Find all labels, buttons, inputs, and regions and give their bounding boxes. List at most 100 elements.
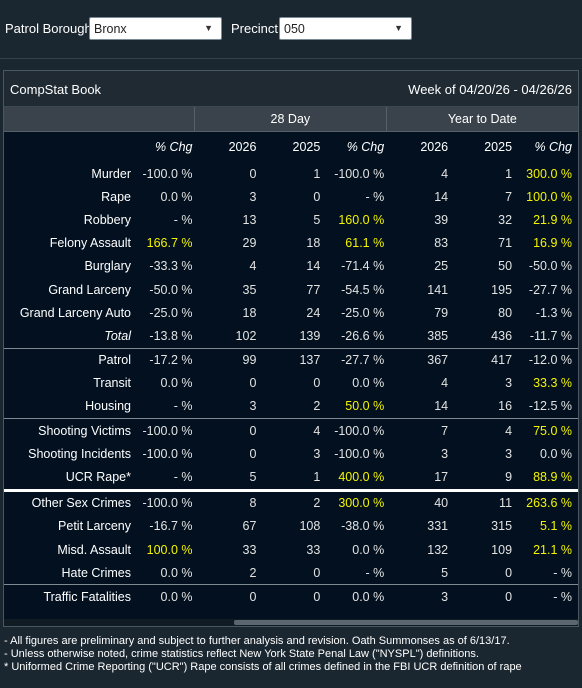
table-row: Petit Larceny -16.7 % 67 108 -38.0 % 331 315 5.… — [4, 515, 578, 538]
table-cell: 0.0 % — [133, 584, 195, 609]
table-cell: 50 — [498, 259, 513, 274]
table-cell: 0 — [249, 376, 257, 391]
column-header: 2025 — [292, 140, 321, 154]
table-cell: 0.0 % — [160, 376, 193, 391]
table-cell: 88.9 % — [533, 470, 572, 485]
table-cell: -11.7 % — [529, 328, 572, 343]
precinct-label: Precinct: — [231, 21, 282, 36]
table-cell: 11 — [450, 488, 515, 515]
table-cell: 1 — [313, 166, 321, 181]
table-cell: 17 — [434, 470, 449, 485]
table-cell: 83 — [434, 236, 449, 251]
table-cell: 141 — [427, 282, 449, 297]
table-cell: 0 — [249, 446, 257, 461]
table-cell: 4 — [441, 376, 449, 391]
table-cell: -71.4 % — [341, 259, 385, 274]
table-cell: 137 — [258, 347, 323, 372]
table-cell: 29 — [242, 236, 257, 251]
precinct-select-value: 050 — [284, 22, 305, 36]
horizontal-scrollbar[interactable] — [4, 619, 578, 626]
table-cell: 0 — [505, 565, 513, 580]
table-cell: 5 — [441, 565, 449, 580]
table-row: Housing - % 3 2 50.0 % 14 16 -12.5 % — [4, 395, 578, 419]
table-cell: -100.0 % — [133, 418, 195, 443]
table-cell: 16 — [498, 399, 513, 414]
table-cell: 9 — [505, 470, 513, 485]
compstat-panel: CompStat Book Week of 04/20/26 - 04/26/2… — [3, 70, 579, 627]
table-cell: 18 — [306, 236, 321, 251]
table-cell: 80 — [498, 305, 513, 320]
row-label: Other Sex Crimes — [4, 488, 133, 515]
column-header: 2026 — [228, 140, 257, 154]
crime-table: 28 Day Year to Date % Chg 2026 2025% Chg 20… — [4, 107, 578, 609]
table-cell: 5 — [313, 212, 321, 227]
precinct-select[interactable]: 050 ▼ — [279, 17, 412, 40]
week-range: Week of 04/20/26 - 04/26/26 — [408, 82, 572, 97]
table-cell: -50.0 % — [528, 259, 572, 274]
table-cell: -12.5 % — [528, 399, 572, 414]
table-cell: 367 — [386, 347, 451, 372]
table-cell: 61.1 % — [345, 236, 385, 251]
row-label: Felony Assault — [49, 236, 131, 251]
table-cell: 1 — [505, 166, 513, 181]
table-cell: 13 — [242, 212, 257, 227]
table-cell: 39 — [434, 212, 449, 227]
table-cell: -50.0 % — [149, 282, 193, 297]
table-cell: - % — [173, 399, 193, 414]
table-cell: 7 — [386, 418, 451, 443]
row-label: Grand Larceny — [48, 282, 131, 297]
table-cell: 8 — [194, 488, 259, 515]
table-cell: 3 — [313, 446, 321, 461]
chevron-down-icon: ▼ — [204, 23, 213, 33]
panel-title: CompStat Book — [10, 82, 102, 97]
chevron-down-icon: ▼ — [394, 23, 403, 33]
table-cell: 14 — [434, 399, 449, 414]
table-cell: 50.0 % — [345, 399, 385, 414]
row-label: Burglary — [84, 259, 131, 274]
footnote: - Unless otherwise noted, crime statisti… — [4, 648, 479, 660]
borough-select[interactable]: Bronx ▼ — [89, 17, 222, 40]
table-cell: - % — [514, 584, 578, 609]
table-cell: 300.0 % — [322, 488, 387, 515]
table-cell: 2 — [258, 488, 323, 515]
table-cell: 2 — [313, 399, 321, 414]
row-label: Traffic Fatalities — [4, 584, 133, 609]
table-cell: 3 — [386, 584, 451, 609]
table-cell: - % — [553, 565, 572, 580]
table-cell: -13.8 % — [149, 328, 193, 343]
table-cell: 4 — [441, 166, 449, 181]
footnote: - All figures are preliminary and subjec… — [4, 635, 510, 647]
table-cell: -54.5 % — [341, 282, 385, 297]
table-cell: 40 — [386, 488, 451, 515]
table-cell: 2 — [249, 565, 257, 580]
table-cell: -100.0 % — [334, 446, 385, 461]
row-label: Murder — [91, 166, 131, 181]
row-label: Housing — [85, 399, 131, 414]
table-cell: -38.0 % — [341, 519, 385, 534]
table-cell: 5 — [249, 470, 257, 485]
scrollbar-thumb[interactable] — [234, 620, 578, 625]
row-label: Total — [104, 328, 131, 343]
row-label: Petit Larceny — [58, 519, 131, 534]
table-row: Other Sex Crimes -100.0 % 8 2 300.0 % 40 11 263… — [4, 488, 578, 515]
table-cell: 160.0 % — [338, 212, 385, 227]
table-cell: 300.0 % — [526, 166, 572, 181]
column-header-row: % Chg 2026 2025 % Chg 2026 2025 % Chg — [4, 132, 578, 163]
table-cell: 108 — [299, 519, 321, 534]
table-cell: 16.9 % — [533, 236, 572, 251]
table-cell: 331 — [427, 519, 449, 534]
table-cell: 0.0 % — [160, 565, 193, 580]
table-cell: 79 — [434, 305, 449, 320]
table-cell: 71 — [498, 236, 513, 251]
table-cell: 33 — [242, 542, 257, 557]
table-cell: 195 — [491, 282, 513, 297]
table-cell: 166.7 % — [146, 236, 193, 251]
table-cell: 35 — [242, 282, 257, 297]
column-header: % Chg — [346, 140, 385, 154]
table-cell: 7 — [505, 189, 513, 204]
group-year-to-date: Year to Date — [385, 107, 578, 132]
table-cell: 14 — [434, 189, 449, 204]
table-cell: -25.0 % — [341, 305, 385, 320]
table-row: Hate Crimes 0.0 % 2 0 - % 5 0 - % — [4, 561, 578, 585]
table-cell: 3 — [441, 446, 449, 461]
